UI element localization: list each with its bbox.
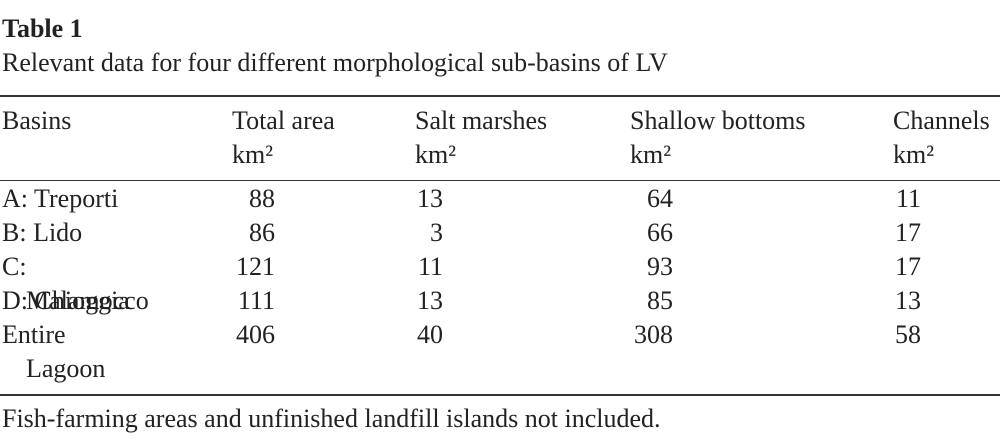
column-unit: km² bbox=[893, 140, 935, 169]
column-header: Total area bbox=[232, 106, 335, 135]
table-cell: 93 bbox=[647, 252, 673, 281]
table-footnote: Fish-farming areas and unfinished landfi… bbox=[2, 404, 661, 433]
table-caption: Relevant data for four different morphol… bbox=[2, 48, 668, 77]
table-cell: 11 bbox=[417, 252, 443, 281]
table-cell: 308 bbox=[634, 320, 673, 349]
header-rule bbox=[0, 180, 1000, 181]
table-cell: 86 bbox=[249, 218, 275, 247]
row-label: A: Treporti bbox=[2, 184, 119, 213]
table-cell: 17 bbox=[895, 252, 921, 281]
row-label: C: Malamocco bbox=[2, 252, 149, 315]
table-cell: 13 bbox=[895, 286, 921, 315]
table-cell: 13 bbox=[417, 286, 443, 315]
column-unit: km² bbox=[630, 140, 672, 169]
table-cell: 13 bbox=[417, 184, 443, 213]
bottom-rule bbox=[0, 394, 1000, 396]
table-cell: 17 bbox=[895, 218, 921, 247]
top-rule bbox=[0, 95, 1000, 97]
column-header: Channels bbox=[893, 106, 990, 135]
table-cell: 58 bbox=[895, 320, 921, 349]
row-label: D: Chioggia bbox=[2, 286, 130, 315]
column-header: Salt marshes bbox=[415, 106, 548, 135]
table-cell: 3 bbox=[430, 218, 443, 247]
table-cell: 88 bbox=[249, 184, 275, 213]
row-label: Entire Lagoon bbox=[2, 320, 106, 383]
column-unit: km² bbox=[415, 140, 457, 169]
table-cell: 121 bbox=[236, 252, 275, 281]
table-cell: 85 bbox=[647, 286, 673, 315]
row-label: B: Lido bbox=[2, 218, 83, 247]
table-cell: 406 bbox=[236, 320, 275, 349]
column-header: Shallow bottoms bbox=[630, 106, 806, 135]
table-cell: 40 bbox=[417, 320, 443, 349]
table-cell: 64 bbox=[647, 184, 673, 213]
table-cell: 11 bbox=[895, 184, 921, 213]
table-cell: 111 bbox=[237, 286, 275, 315]
table-title: Table 1 bbox=[2, 14, 83, 43]
column-header: Basins bbox=[2, 106, 72, 135]
column-unit: km² bbox=[232, 140, 274, 169]
table-cell: 66 bbox=[647, 218, 673, 247]
